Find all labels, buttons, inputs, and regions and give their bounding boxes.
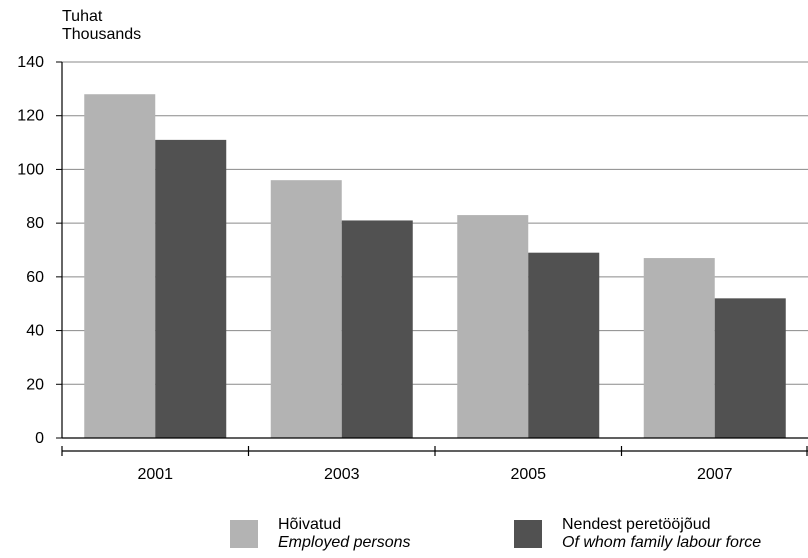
- bar-employed: [84, 94, 156, 438]
- legend-label-family-labour: Nendest peretööjõud: [562, 516, 711, 533]
- legend-label-employed-en: Employed persons: [278, 534, 411, 551]
- y-tick-label: 40: [26, 323, 44, 340]
- legend-swatch-employed: [230, 520, 258, 548]
- y-tick-label: 20: [26, 376, 44, 393]
- bar-family-labour: [341, 220, 413, 438]
- bar-family-labour: [155, 139, 227, 438]
- legend-label-employed: Hõivatud: [278, 516, 342, 533]
- bar-employed: [643, 258, 715, 438]
- x-tick-label: 2005: [510, 466, 546, 483]
- x-tick-label: 2007: [697, 466, 733, 483]
- legend-item-employed: Hõivatud Employed persons: [230, 516, 411, 552]
- y-tick-label: 120: [17, 108, 44, 125]
- x-tick-label: 2003: [324, 466, 360, 483]
- y-tick-label: 80: [26, 215, 44, 232]
- y-axis-title-en: Thousands: [62, 26, 142, 43]
- legend-label-family-labour-en: Of whom family labour force: [562, 534, 762, 551]
- y-tick-label: 0: [35, 430, 44, 447]
- legend-swatch-family-labour: [514, 520, 542, 548]
- bar-family-labour: [714, 298, 786, 438]
- y-axis-title: Tuhat Thousands: [62, 8, 141, 44]
- y-tick-label: 60: [26, 269, 44, 286]
- y-axis-title-et: Tuhat: [62, 8, 103, 25]
- bar-employed: [457, 215, 529, 438]
- legend-item-family-labour: Nendest peretööjõud Of whom family labou…: [514, 516, 761, 552]
- bar-chart: 0 20 40 60 80 100 120 140 2001 2003 2005 2007: [17, 54, 808, 483]
- y-tick-label: 100: [17, 161, 44, 178]
- y-tick-label: 140: [17, 54, 44, 71]
- bar-family-labour: [528, 252, 600, 438]
- x-tick-label: 2001: [137, 466, 173, 483]
- bar-employed: [270, 180, 342, 438]
